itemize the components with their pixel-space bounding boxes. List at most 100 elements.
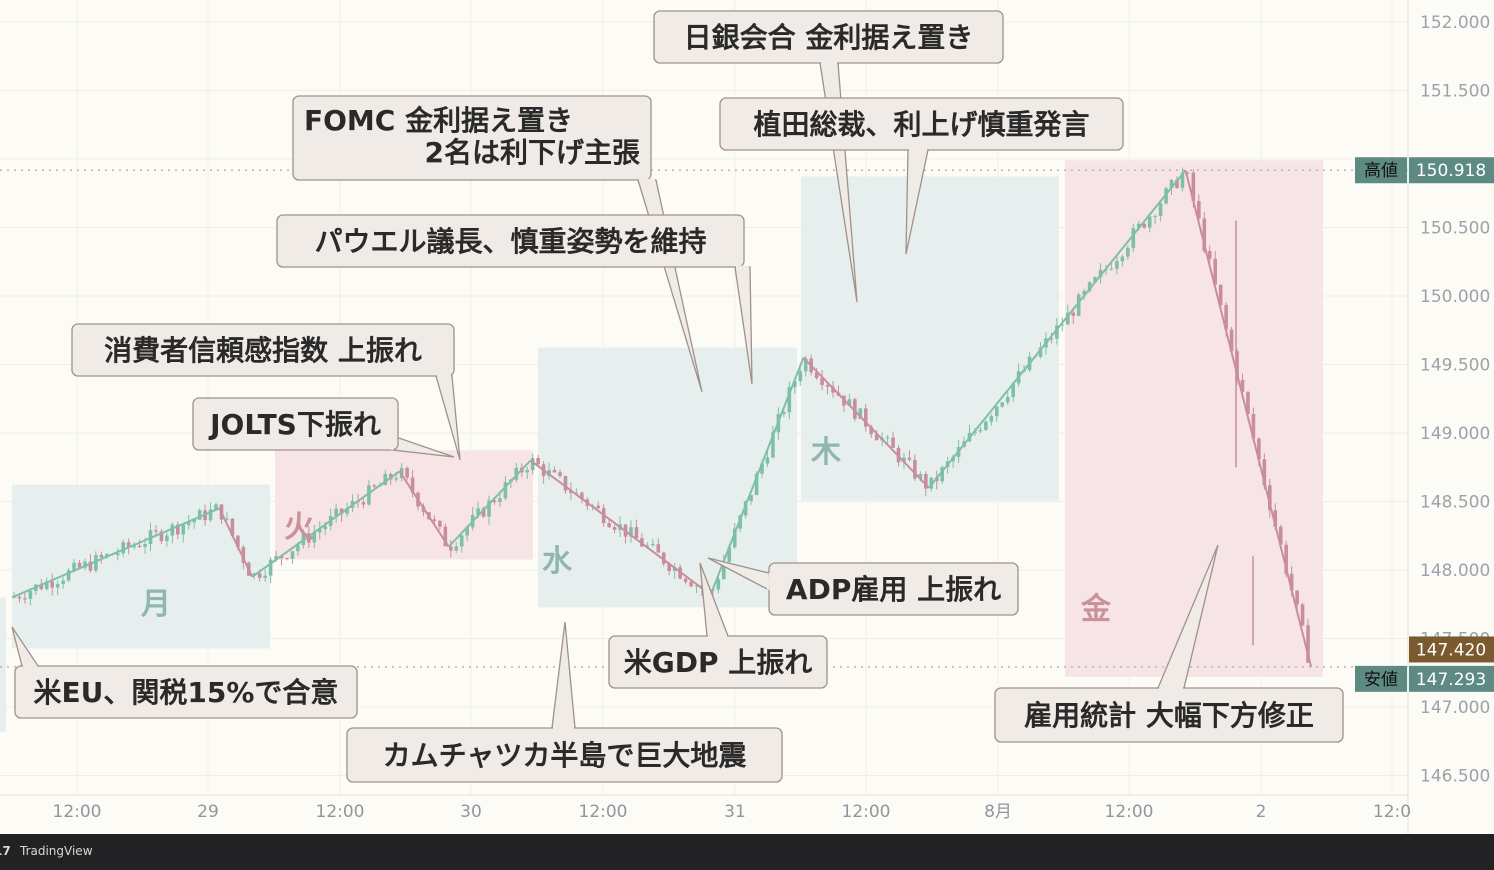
candle-body — [339, 508, 344, 514]
callout-text: 消費者信頼感指数 上振れ — [104, 334, 422, 367]
candle-body — [225, 518, 229, 520]
candle-body — [607, 523, 611, 528]
candle-body — [492, 500, 497, 503]
candle-body — [23, 598, 27, 600]
zigzag-segment — [11, 507, 220, 599]
candle-body — [39, 584, 44, 590]
price-tick-label: 149.000 — [1420, 424, 1490, 444]
low-value-badge — [1409, 665, 1494, 692]
candle-body — [913, 459, 917, 479]
candle-body — [383, 474, 388, 486]
candle-body — [438, 520, 442, 527]
zigzag-segment — [218, 507, 254, 578]
candle-body — [1207, 250, 1212, 259]
candle-body — [208, 509, 213, 521]
candle-body — [765, 457, 770, 464]
candle-body — [995, 406, 999, 417]
low-tag — [1355, 665, 1407, 692]
candle-body — [1175, 179, 1179, 188]
candle-body — [132, 545, 136, 548]
candle-body — [290, 551, 295, 559]
candle-body — [17, 596, 22, 599]
candle-body — [186, 522, 191, 525]
time-tick-label: 12:00 — [1105, 802, 1154, 822]
high-tag — [1355, 157, 1407, 184]
candle-body — [1087, 282, 1092, 292]
low-value-text: 147.293 — [1416, 670, 1486, 690]
candle-body — [1262, 459, 1267, 486]
candle-body — [394, 478, 398, 480]
candle-body — [99, 555, 104, 558]
high-value-text: 150.918 — [1416, 161, 1486, 181]
candle-body — [978, 429, 983, 432]
callout-8: 米GDP 上振れ — [608, 562, 828, 689]
candle-body — [1295, 590, 1299, 605]
candle-body — [1284, 544, 1288, 574]
day-box — [1065, 160, 1323, 677]
callout-text: FOMC 金利据え置き — [304, 104, 573, 137]
candle-body — [181, 524, 186, 535]
day-label-5: 金 — [1080, 592, 1112, 627]
candle-body — [596, 505, 601, 509]
candle-body — [165, 535, 169, 542]
candle-body — [1011, 383, 1015, 398]
candle-body — [514, 467, 519, 480]
candle-body — [530, 458, 535, 471]
candle-body — [1153, 216, 1157, 218]
zigzag-segment — [529, 459, 712, 596]
candle-body — [885, 437, 890, 439]
candle-body — [317, 529, 322, 533]
candle-body — [263, 575, 267, 578]
candle-body — [1093, 277, 1097, 283]
candle-body — [197, 510, 202, 520]
tradingview-brand[interactable]: TradingView — [20, 844, 93, 858]
candle-body — [1076, 294, 1081, 316]
candle-body — [72, 562, 76, 571]
candle-body — [732, 528, 737, 548]
candle-body — [66, 570, 71, 581]
callout-box — [192, 397, 399, 451]
callout-text: 日銀会合 金利据え置き — [684, 21, 974, 54]
candle-body — [121, 542, 125, 554]
candle-body — [792, 381, 797, 388]
candle-body — [667, 563, 671, 572]
candle-body — [443, 526, 448, 547]
day-box — [12, 484, 270, 649]
candle-body — [257, 573, 262, 578]
day-box — [801, 176, 1059, 501]
candle-body — [683, 578, 688, 582]
candle-body — [1289, 573, 1294, 591]
zigzag-segment — [398, 470, 450, 548]
candle-body — [1071, 312, 1076, 316]
candle-body — [1115, 261, 1119, 269]
candle-body — [689, 581, 693, 587]
candle-body — [88, 561, 93, 571]
time-tick-label: 12:0 — [1373, 802, 1411, 822]
time-axis[interactable]: 12:00 29 12:00 30 12:00 31 12:00 8月 12:00 2 12:0 — [0, 794, 1411, 822]
candle-body — [863, 408, 868, 427]
tradingview-logo-icon: 17 — [0, 844, 11, 858]
candle-body — [126, 542, 131, 548]
candle-body — [449, 546, 453, 551]
candle-body — [1158, 203, 1163, 217]
candle-body — [1300, 604, 1305, 626]
candle-body — [1251, 414, 1256, 439]
candle-body — [1306, 625, 1310, 663]
candle-body — [820, 378, 824, 386]
callout-text: 雇用統計 大幅下方修正 — [1024, 699, 1314, 732]
candle-body — [722, 561, 726, 580]
callout-seam — [390, 435, 396, 451]
price-axis[interactable]: 152.000 151.500 150.500 150.000 149.500 149.0… — [1355, 0, 1494, 834]
callout-5: 消費者信頼感指数 上振れ — [71, 323, 461, 461]
candle-body — [83, 561, 87, 568]
candle-body — [481, 508, 486, 517]
low-tag-label: 安値 — [1364, 670, 1398, 690]
time-tick-label: 8月 — [984, 802, 1012, 822]
candle-body — [612, 527, 617, 530]
candle-body — [760, 463, 764, 474]
candle-body — [1180, 172, 1185, 188]
candle-body — [465, 527, 469, 536]
candle-body — [1120, 256, 1125, 262]
candle-body — [170, 524, 175, 536]
